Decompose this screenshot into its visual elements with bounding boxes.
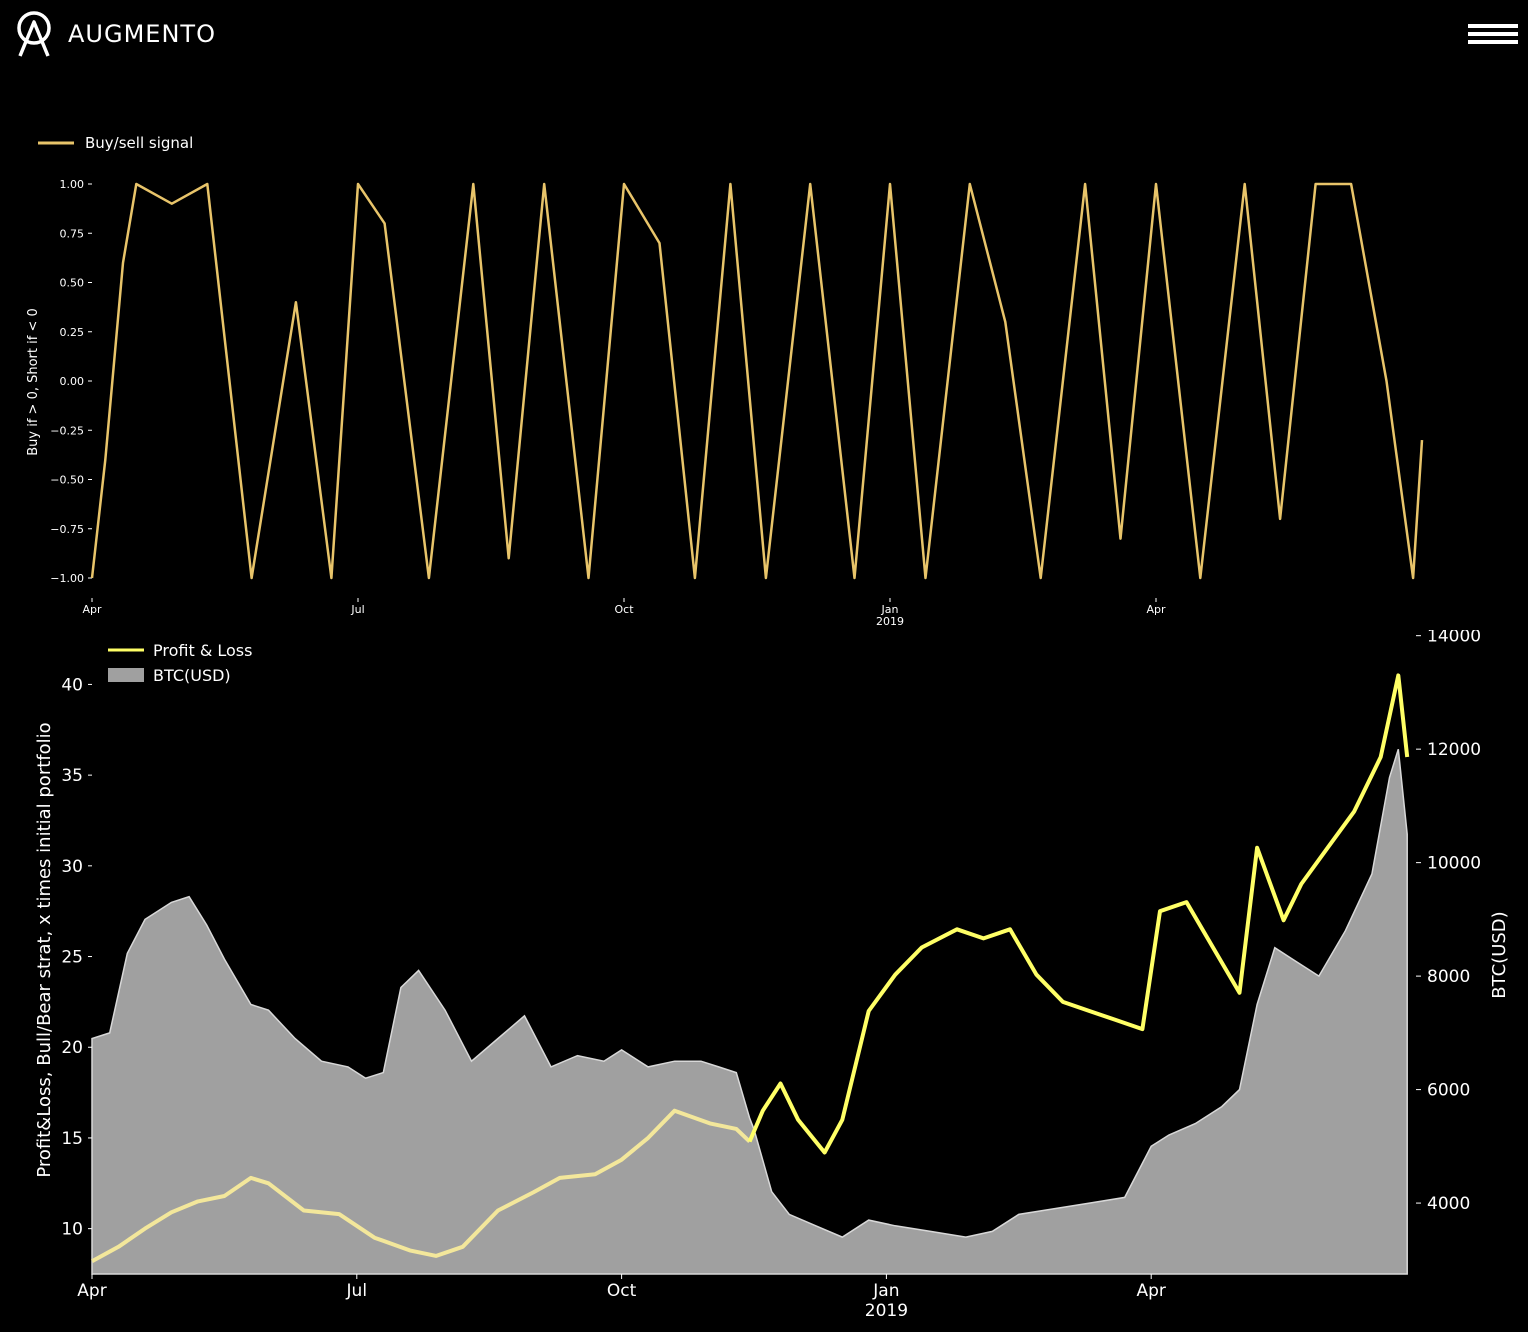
signal-y-tick-label: −0.25 [50,424,84,437]
pnl-y-tick-label: 40 [61,675,83,695]
legend-label-btc: BTC(USD) [153,666,231,685]
pnl-y-tick-label: 15 [61,1129,83,1149]
pnl-btc-chart: Profit & Loss BTC(USD) Profit&Loss, Bull… [34,630,1510,1321]
legend-swatch-btc [108,668,144,682]
signal-x-tick-label: Jan [881,603,899,616]
pnl-x-tick-label: Jan [872,1281,899,1301]
signal-chart: Buy/sell signal Buy if > 0, Short if < 0… [26,134,1424,628]
top-bar: AUGMENTO [0,0,1528,70]
pnl-x-tick-label: Apr [77,1281,106,1301]
signal-y-tick-label: 0.75 [60,227,85,240]
signal-y-tick-label: 0.00 [60,375,85,388]
btc-price-area [91,748,1408,1275]
brand-logo[interactable]: AUGMENTO [16,10,216,58]
signal-y-tick-label: 1.00 [60,178,85,191]
signal-x-tick-label: Oct [614,603,634,616]
brand-name: AUGMENTO [68,20,216,48]
signal-y-tick-label: −1.00 [50,572,84,585]
btc-y-tick-label: 6000 [1427,1081,1470,1101]
pnl-y-axis-label: Profit&Loss, Bull/Bear strat, x times in… [34,722,55,1177]
pnl-y-tick-label: 10 [61,1220,83,1240]
signal-y-tick-label: 0.25 [60,326,85,339]
signal-y-axis-label: Buy if > 0, Short if < 0 [26,308,41,456]
signal-y-tick-label: −0.75 [50,523,84,536]
btc-y-tick-label: 10000 [1427,854,1481,874]
pnl-legend: Profit & Loss BTC(USD) [108,641,252,685]
pnl-y-tick-label: 35 [61,766,83,786]
signal-y-tick-label: 0.50 [60,277,85,290]
pnl-x-tick-label: Oct [607,1281,637,1301]
hamburger-menu-icon[interactable] [1468,24,1518,44]
btc-y-axis-label: BTC(USD) [1489,911,1510,998]
pnl-y-tick-label: 30 [61,857,83,877]
augmento-logo-icon [17,11,51,57]
signal-line [90,182,1424,580]
signal-legend: Buy/sell signal [38,134,193,152]
signal-y-tick-label: −0.50 [50,474,84,487]
pnl-x-year-label: 2019 [865,1301,908,1321]
btc-y-tick-label: 8000 [1427,967,1470,987]
signal-x-tick-label: Jul [350,603,364,616]
pnl-x-tick-label: Apr [1136,1281,1165,1301]
btc-y-tick-label: 14000 [1427,630,1481,647]
legend-label-pnl: Profit & Loss [153,641,252,660]
pnl-y-tick-label: 25 [61,948,83,968]
pnl-y-tick-label: 20 [61,1038,83,1058]
pnl-line-late [747,673,1410,1155]
legend-label-signal: Buy/sell signal [85,134,193,152]
pnl-x-tick-label: Jul [346,1281,368,1301]
signal-x-tick-label: Apr [82,603,102,616]
btc-y-tick-label: 12000 [1427,740,1481,760]
signal-x-tick-label: Apr [1146,603,1166,616]
btc-y-tick-label: 4000 [1427,1194,1470,1214]
pnl-line-early [91,1108,751,1264]
signal-x-year-label: 2019 [876,615,904,628]
